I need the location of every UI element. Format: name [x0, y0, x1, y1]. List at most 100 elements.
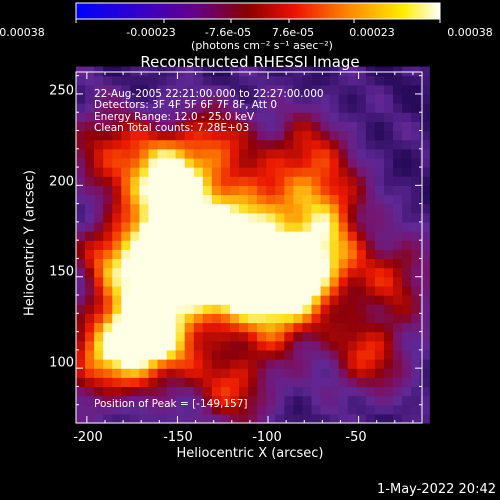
- heatmap-cell: [393, 359, 403, 369]
- heatmap-cell: [320, 112, 331, 122]
- heatmap-cell: [211, 404, 222, 415]
- heatmap-cell: [85, 285, 95, 296]
- heatmap-cell: [112, 112, 122, 122]
- heatmap-cell: [76, 240, 86, 250]
- heatmap-cell: [103, 267, 113, 278]
- heatmap-cell: [383, 313, 394, 324]
- heatmap-cell: [284, 121, 294, 132]
- heatmap-cell: [257, 84, 267, 95]
- heatmap-cell: [365, 276, 376, 287]
- heatmap-cell: [257, 176, 267, 186]
- heatmap-cell: [402, 404, 412, 415]
- heatmap-cell: [302, 267, 313, 278]
- heatmap-cell: [211, 413, 222, 424]
- heatmap-cell: [402, 194, 412, 205]
- heatmap-cell: [148, 194, 159, 205]
- heatmap-cell: [329, 112, 340, 122]
- heatmap-cell: [347, 349, 358, 360]
- heatmap-cell: [266, 212, 276, 223]
- heatmap-cell: [112, 240, 122, 250]
- heatmap-cell: [320, 249, 331, 260]
- heatmap-cell: [402, 176, 412, 186]
- heatmap-cell: [103, 167, 113, 177]
- heatmap-cell: [365, 103, 376, 113]
- heatmap-cell: [347, 112, 358, 122]
- heatmap-cell: [347, 185, 358, 196]
- heatmap-cell: [266, 258, 276, 269]
- heatmap-cell: [166, 194, 177, 205]
- heatmap-cell: [284, 368, 294, 378]
- heatmap-cell: [383, 75, 394, 86]
- heatmap-cell: [365, 139, 376, 150]
- heatmap-cell: [302, 221, 313, 232]
- heatmap-cell: [293, 112, 304, 122]
- heatmap-cell: [148, 121, 159, 132]
- heatmap-cell: [166, 185, 177, 196]
- heatmap-cell: [193, 368, 204, 378]
- heatmap-cell: [239, 331, 249, 342]
- heatmap-cell: [94, 404, 104, 415]
- heatmap-cell: [311, 276, 322, 287]
- heatmap-cell: [365, 304, 376, 314]
- heatmap-cell: [202, 212, 213, 223]
- heatmap-cell: [365, 295, 376, 305]
- heatmap-cell: [311, 112, 322, 122]
- heatmap-cell: [175, 340, 186, 351]
- heatmap-cell: [402, 249, 412, 260]
- heatmap-cell: [184, 84, 195, 95]
- heatmap-cell: [356, 295, 367, 305]
- heatmap-cell: [275, 258, 285, 269]
- heatmap-cell: [374, 93, 385, 104]
- heatmap-cell: [411, 75, 421, 86]
- heatmap-cell: [166, 130, 177, 141]
- heatmap-cell: [402, 185, 412, 196]
- heatmap-cell: [112, 75, 122, 86]
- heatmap-cell: [365, 157, 376, 168]
- heatmap-cell: [374, 240, 385, 250]
- heatmap-cell: [365, 313, 376, 324]
- heatmap-cell: [157, 212, 168, 223]
- heatmap-cell: [211, 176, 222, 186]
- heatmap-cell: [139, 176, 150, 186]
- heatmap-cell: [257, 349, 267, 360]
- heatmap-cell: [311, 349, 322, 360]
- heatmap-cell: [402, 167, 412, 177]
- heatmap-cell: [202, 413, 213, 424]
- heatmap-cell: [193, 331, 204, 342]
- heatmap-cell: [76, 103, 86, 113]
- heatmap-cell: [184, 194, 195, 205]
- heatmap-cell: [112, 103, 122, 113]
- heatmap-cell: [383, 185, 394, 196]
- heatmap-cell: [365, 112, 376, 122]
- heatmap-cell: [311, 139, 322, 150]
- heatmap-cell: [293, 368, 304, 378]
- heatmap-cell: [239, 285, 249, 296]
- heatmap-cell: [338, 103, 349, 113]
- heatmap-cell: [85, 249, 95, 260]
- heatmap-cell: [411, 66, 421, 77]
- heatmap-cell: [347, 304, 358, 314]
- heatmap-cell: [175, 377, 186, 388]
- heatmap-cell: [139, 395, 150, 406]
- heatmap-cell: [103, 157, 113, 168]
- heatmap-cell: [374, 340, 385, 351]
- heatmap-cell: [393, 130, 403, 141]
- heatmap-cell: [311, 75, 322, 86]
- heatmap-cell: [365, 203, 376, 214]
- heatmap-cell: [347, 276, 358, 287]
- heatmap-cell: [320, 221, 331, 232]
- heatmap-cell: [338, 368, 349, 378]
- heatmap-cell: [239, 249, 249, 260]
- heatmap-cell: [320, 285, 331, 296]
- heatmap-cell: [284, 313, 294, 324]
- heatmap-cell: [175, 313, 186, 324]
- heatmap-cell: [202, 221, 213, 232]
- heatmap-cell: [329, 267, 340, 278]
- heatmap-cell: [94, 331, 104, 342]
- heatmap-cell: [311, 285, 322, 296]
- heatmap-cell: [338, 148, 349, 159]
- heatmap-cell: [266, 185, 276, 196]
- heatmap-cell: [374, 157, 385, 168]
- heatmap-cell: [383, 267, 394, 278]
- heatmap-cell: [293, 103, 304, 113]
